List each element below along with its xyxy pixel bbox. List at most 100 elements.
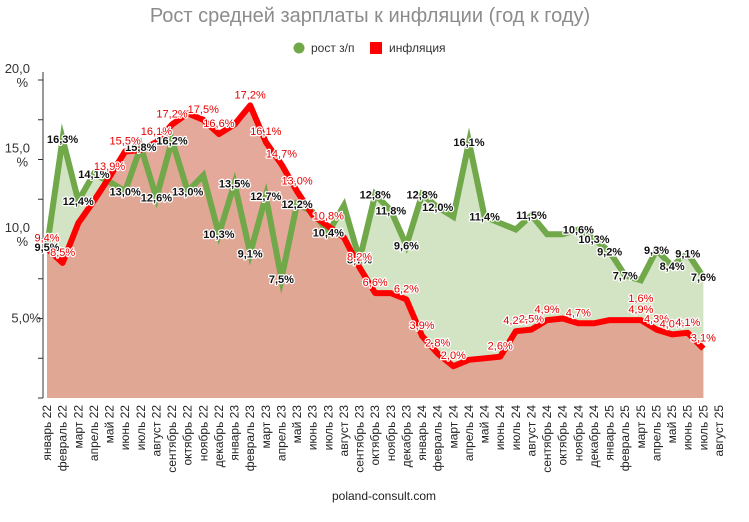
x-tick-label: октябрь 22 (181, 405, 195, 466)
x-tick-label: май 23 (290, 405, 304, 444)
x-tick-label: август 25 (712, 405, 726, 457)
x-tick-label: июнь 25 (681, 405, 695, 451)
wage-data-label: 10,4% (313, 228, 344, 240)
x-tick-label: июль 24 (509, 405, 523, 451)
wage-data-label: 13,0% (172, 186, 203, 198)
wage-line (44, 123, 706, 295)
x-tick-label: ноябрь 22 (196, 405, 210, 462)
x-tick-label: декабрь 24 (587, 405, 601, 468)
x-tick-label: декабрь 23 (399, 405, 413, 468)
y-tick-label: 15,0 (5, 141, 30, 156)
inflation-data-label: 13,9% (94, 161, 125, 173)
x-tick-label: февраль 22 (56, 405, 70, 472)
inflation-data-label: 16,1% (141, 126, 172, 138)
wage-data-label: 13,5% (219, 178, 250, 190)
x-tick-label: сентябрь 22 (165, 405, 179, 473)
wage-data-label: 7,6% (691, 272, 716, 284)
wage-data-label: 14,1% (78, 169, 109, 181)
x-tick-label: январь 23 (228, 405, 242, 461)
inflation-data-label: 16,1% (250, 126, 281, 138)
inflation-data-label: 8,2% (347, 252, 372, 264)
wage-data-label: 16,2% (156, 135, 187, 147)
wage-data-label: 9,3% (644, 245, 669, 257)
wage-data-label: 12,0% (422, 202, 453, 214)
x-tick-label: сентябрь 24 (540, 405, 554, 473)
axes (38, 72, 44, 399)
inflation-data-label: 14,7% (266, 148, 297, 160)
x-tick-label: май 22 (103, 405, 117, 444)
wage-data-label: 10,3% (203, 229, 234, 241)
x-tick-label: апрель 25 (649, 405, 663, 461)
x-tick-label: март 24 (446, 405, 460, 449)
inflation-data-label: 4,3% (644, 314, 669, 326)
legend-marker-wage (293, 42, 305, 54)
x-tick-label: февраль 25 (618, 405, 632, 472)
inflation-data-label: 17,2% (235, 89, 266, 101)
wage-data-label: 10,3% (578, 234, 609, 246)
x-tick-label: июнь 24 (493, 405, 507, 451)
inflation-line (44, 102, 706, 370)
wage-data-label: 8,7% (347, 255, 372, 267)
inflation-data-label: 17,2% (156, 109, 187, 121)
x-tick-label: февраль 23 (243, 405, 257, 472)
legend-label-inflation: инфляция (389, 41, 446, 55)
x-tick-label: январь 24 (415, 405, 429, 461)
x-tick-label: октябрь 24 (556, 405, 570, 466)
x-tick-label: июль 25 (696, 405, 710, 451)
x-tick-label: сентябрь 23 (353, 405, 367, 473)
wage-data-label: 11,5% (516, 210, 547, 222)
legend-marker-inflation (370, 42, 382, 54)
inflation-data-label: 2,5% (519, 314, 544, 326)
x-tick-label: ноябрь 23 (384, 405, 398, 462)
x-tick-label: июнь 23 (306, 405, 320, 451)
y-tick-labels: 5,0%10,0%15,0%20,0% (5, 61, 42, 326)
legend-label-wage: рост з/п (311, 41, 355, 55)
x-tick-label: март 23 (259, 405, 273, 449)
y-tick-unit: % (16, 234, 28, 249)
x-tick-label: май 24 (478, 405, 492, 444)
wage-data-label: 9,1% (238, 248, 263, 260)
y-tick-unit: % (16, 75, 28, 90)
inflation-data-label: 4,2% (503, 315, 528, 327)
wage-data-label: 12,8% (360, 189, 391, 201)
x-tick-label: март 25 (634, 405, 648, 449)
inflation-data-label: 8,5% (50, 247, 75, 259)
wage-data-label: 13,0% (110, 186, 141, 198)
x-tick-label: апрель 22 (87, 405, 101, 461)
wage-data-label: 9,2% (597, 247, 622, 259)
wage-data-labels: 9,5%16,3%12,4%14,1%13,0%15,8%12,6%16,2%1… (33, 133, 717, 287)
inflation-data-label: 3,9% (410, 320, 435, 332)
wage-data-label: 8,4% (660, 261, 685, 273)
inflation-data-label: 4,7% (566, 307, 591, 319)
inflation-data-label: 15,5% (110, 136, 141, 148)
wage-data-label: 16,1% (453, 137, 484, 149)
x-tick-label: январь 22 (40, 405, 54, 461)
x-tick-label: август 22 (149, 405, 163, 457)
wage-data-label: 12,2% (281, 199, 312, 211)
x-tick-label: апрель 24 (462, 405, 476, 461)
inflation-data-label: 3,1% (691, 333, 716, 345)
wage-data-label: 12,7% (250, 191, 281, 203)
wage-data-label: 12,4% (63, 196, 94, 208)
wage-series-line (44, 123, 706, 295)
x-tick-labels: январь 22 февраль 22 март 22 апрель 22 май 2… (40, 405, 726, 473)
wage-data-label: 10,6% (563, 224, 594, 236)
x-tick-label: декабрь 22 (212, 405, 226, 468)
y-tick-label: 5,0% (11, 311, 41, 326)
x-tick-label: июнь 22 (118, 405, 132, 451)
source-credit: poland-consult.com (332, 489, 436, 503)
inflation-data-label: 10,8% (313, 210, 344, 222)
inflation-data-label: 17,5% (188, 104, 219, 116)
inflation-data-label: 4,0% (660, 318, 685, 330)
wage-data-label: 12,8% (406, 189, 437, 201)
inflation-data-label: 2,8% (425, 337, 450, 349)
x-tick-label: ноябрь 24 (571, 405, 585, 462)
wage-data-label: 11,8% (376, 205, 407, 217)
x-tick-label: июль 22 (134, 405, 148, 451)
inflation-data-label: 9,4% (34, 233, 59, 245)
wage-data-label: 15,8% (125, 142, 156, 154)
x-tick-label: июль 23 (321, 405, 335, 451)
x-tick-label: август 24 (524, 405, 538, 457)
wage-data-label: 7,7% (613, 271, 638, 283)
